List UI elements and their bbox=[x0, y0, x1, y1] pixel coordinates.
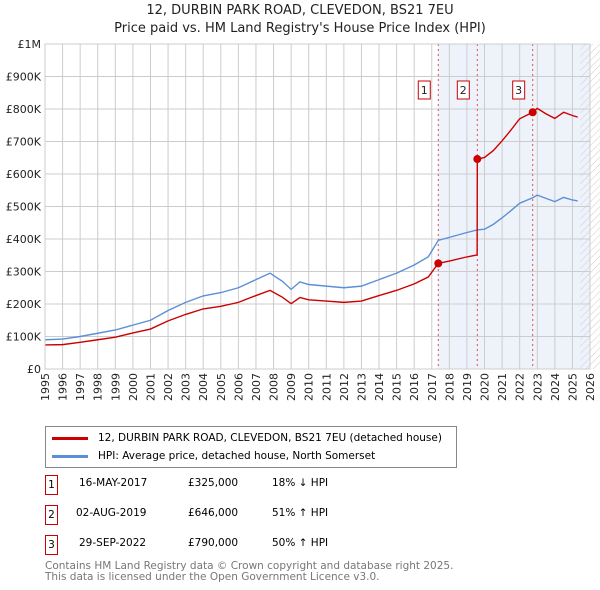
price-paid-line bbox=[44, 107, 578, 346]
sale-point bbox=[473, 155, 482, 164]
x-tick-label: 2000 bbox=[127, 373, 140, 401]
hpi-line bbox=[44, 194, 578, 341]
x-tick-label: 1998 bbox=[92, 373, 105, 401]
x-tick-label: 2001 bbox=[144, 373, 157, 401]
y-tick-label: £0 bbox=[27, 363, 41, 376]
x-tick-label: 2025 bbox=[566, 373, 579, 401]
legend-item-property: 12, DURBIN PARK ROAD, CLEVEDON, BS21 7EU… bbox=[52, 432, 442, 444]
sale-hpi: 51% ↑ HPI bbox=[272, 507, 329, 519]
y-tick-label: £800K bbox=[6, 103, 42, 116]
legend-item-hpi: HPI: Average price, detached house, Nort… bbox=[52, 450, 375, 462]
x-tick-label: 2011 bbox=[320, 373, 333, 401]
sale-price: £790,000 bbox=[188, 537, 239, 549]
chart-title: 12, DURBIN PARK ROAD, CLEVEDON, BS21 7EU bbox=[146, 3, 454, 18]
legend-swatch bbox=[52, 454, 88, 458]
x-tick-label: 1996 bbox=[57, 373, 70, 401]
x-tick-label: 2024 bbox=[549, 373, 562, 401]
sale-label: 3 bbox=[515, 84, 522, 97]
footer-line: This data is licensed under the Open Gov… bbox=[45, 571, 380, 583]
y-tick-label: £300K bbox=[6, 266, 42, 279]
sale-point bbox=[434, 259, 443, 268]
x-tick-label: 2018 bbox=[443, 373, 456, 401]
x-tick-label: 2013 bbox=[355, 373, 368, 401]
x-tick-label: 2022 bbox=[514, 373, 527, 401]
footer-attribution: Contains HM Land Registry data © Crown c… bbox=[45, 561, 453, 583]
x-tick-label: 2010 bbox=[303, 373, 316, 401]
x-tick-label: 1997 bbox=[74, 373, 87, 401]
x-tick-label: 2026 bbox=[584, 373, 597, 401]
x-tick-label: 2005 bbox=[215, 373, 228, 401]
x-tick-label: 2003 bbox=[180, 373, 193, 401]
legend: 12, DURBIN PARK ROAD, CLEVEDON, BS21 7EU… bbox=[45, 426, 457, 468]
plot-frame bbox=[44, 43, 591, 370]
x-tick-label: 2019 bbox=[461, 373, 474, 401]
sale-label-box bbox=[417, 80, 431, 100]
chart-subtitle: Price paid vs. HM Land Registry's House … bbox=[114, 21, 486, 36]
legend-swatch bbox=[52, 436, 88, 440]
x-tick-label: 2006 bbox=[232, 373, 245, 401]
y-tick-label: £700K bbox=[6, 136, 42, 149]
sale-marker-box: 1 bbox=[45, 475, 58, 495]
sale-hpi: 18% ↓ HPI bbox=[272, 477, 329, 489]
x-tick-label: 2002 bbox=[162, 373, 175, 401]
x-tick-label: 2015 bbox=[391, 373, 404, 401]
x-tick-label: 2004 bbox=[197, 373, 210, 401]
footer-line: Contains HM Land Registry data © Crown c… bbox=[45, 560, 454, 572]
sale-marker-box: 3 bbox=[45, 535, 58, 555]
y-tick-label: £600K bbox=[6, 168, 42, 181]
x-tick-label: 2009 bbox=[285, 373, 298, 401]
x-tick-label: 1995 bbox=[39, 373, 52, 401]
x-tick-label: 2017 bbox=[426, 373, 439, 401]
y-tick-label: £100K bbox=[6, 331, 42, 344]
sale-date: 29-SEP-2022 bbox=[79, 537, 147, 549]
legend-label: HPI: Average price, detached house, Nort… bbox=[98, 450, 376, 462]
sale-point bbox=[528, 108, 537, 117]
y-tick-label: £400K bbox=[6, 233, 42, 246]
x-tick-label: 2016 bbox=[408, 373, 421, 401]
sale-marker-box: 2 bbox=[45, 505, 58, 525]
y-tick-label: £1M bbox=[18, 38, 42, 51]
x-tick-label: 2007 bbox=[250, 373, 263, 401]
sale-hpi: 50% ↑ HPI bbox=[272, 537, 329, 549]
x-tick-label: 2020 bbox=[479, 373, 492, 401]
x-tick-label: 1999 bbox=[109, 373, 122, 401]
y-tick-label: £900K bbox=[6, 71, 42, 84]
plot-area: 1995 1996 1997 1998 1999 2000 2001 2002 2003 2004… bbox=[6, 38, 600, 401]
x-tick-label: 2014 bbox=[373, 373, 386, 401]
sale-price: £325,000 bbox=[188, 477, 239, 489]
y-tick-label: £200K bbox=[6, 298, 42, 311]
sale-label: 1 bbox=[421, 84, 428, 97]
x-tick-label: 2021 bbox=[496, 373, 509, 401]
sale-date: 02-AUG-2019 bbox=[76, 507, 147, 519]
legend-label: 12, DURBIN PARK ROAD, CLEVEDON, BS21 7EU… bbox=[98, 432, 442, 444]
sale-label-box bbox=[512, 80, 526, 100]
x-tick-label: 2008 bbox=[268, 373, 281, 401]
sale-date: 16-MAY-2017 bbox=[79, 477, 148, 489]
sale-label-box bbox=[456, 80, 470, 100]
x-tick-label: 2023 bbox=[531, 373, 544, 401]
sale-label: 2 bbox=[460, 84, 467, 97]
x-tick-label: 2012 bbox=[338, 373, 351, 401]
y-tick-label: £500K bbox=[6, 201, 42, 214]
sale-price: £646,000 bbox=[188, 507, 239, 519]
